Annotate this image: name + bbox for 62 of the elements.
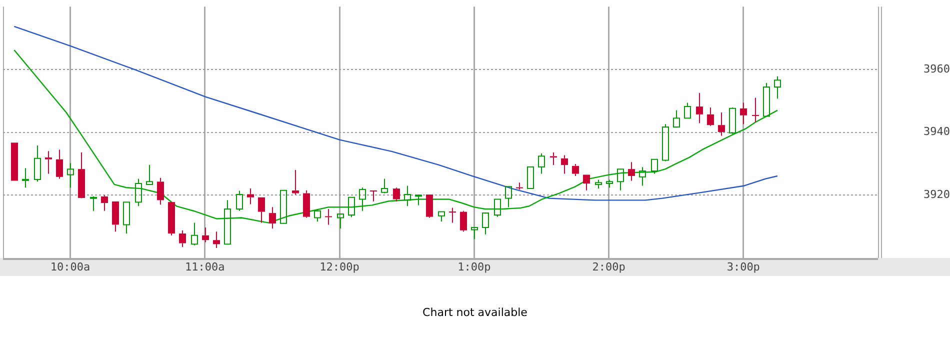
candlestick (325, 208, 332, 226)
candlestick (146, 164, 153, 185)
text: Chart not available (422, 306, 528, 319)
candlestick (78, 152, 85, 198)
candlestick (34, 145, 41, 182)
candlestick (393, 187, 400, 202)
candlestick (583, 174, 590, 191)
candlestick (651, 158, 658, 174)
x-tick-label: 1:00p (458, 260, 491, 274)
candlestick (303, 190, 310, 218)
candlestick (179, 230, 186, 248)
candlestick (213, 231, 220, 248)
candlestick (774, 76, 781, 100)
candlestick (471, 227, 478, 240)
candlestick (381, 178, 388, 194)
candlestick (168, 202, 175, 236)
candlestick (370, 190, 377, 202)
candlestick (449, 207, 456, 224)
y-tick-label: 3920 (924, 188, 950, 202)
x-tick-label: 3:00p (726, 260, 760, 274)
candlestick (269, 206, 276, 229)
candlestick (516, 182, 523, 190)
candlestick (404, 185, 411, 207)
candlestick (628, 162, 635, 182)
candlestick (292, 170, 299, 196)
candlestick (707, 106, 714, 127)
candlestick (112, 201, 119, 232)
candlestick (482, 212, 489, 235)
candlestick (101, 194, 108, 212)
candlestick (247, 188, 254, 205)
candlestick (752, 97, 759, 123)
x-tick-label: 10:00a (50, 260, 90, 274)
candlestick (202, 227, 209, 243)
candlestick (90, 196, 97, 212)
candlestick (740, 102, 747, 125)
candlestick (415, 194, 422, 206)
candlestick (538, 152, 545, 174)
candlestick (67, 162, 74, 188)
candlestick (56, 149, 63, 180)
candlestick (157, 177, 164, 206)
candlestick (22, 168, 29, 188)
candlestick (550, 152, 557, 166)
candlestick (617, 168, 624, 191)
candlestick (718, 112, 725, 136)
candlestick (191, 222, 198, 246)
candlestick (572, 164, 579, 176)
candlestick (505, 186, 512, 208)
y-tick-label: 3960 (924, 62, 950, 76)
candlestick (426, 194, 433, 218)
x-tick-label: 2:00p (592, 260, 626, 274)
candlestick (123, 202, 130, 234)
x-tick-label: 12:00p (320, 260, 360, 274)
candlestick (337, 214, 344, 229)
candlestick (224, 200, 231, 245)
candlestick (561, 154, 568, 174)
candlestick (639, 166, 646, 186)
candlestick (359, 187, 366, 212)
x-tick-label: 11:00a (185, 260, 225, 274)
candlestick (45, 150, 52, 174)
candlestick (673, 110, 680, 128)
y-tick-label: 3940 (924, 125, 950, 138)
candlestick (696, 92, 703, 124)
